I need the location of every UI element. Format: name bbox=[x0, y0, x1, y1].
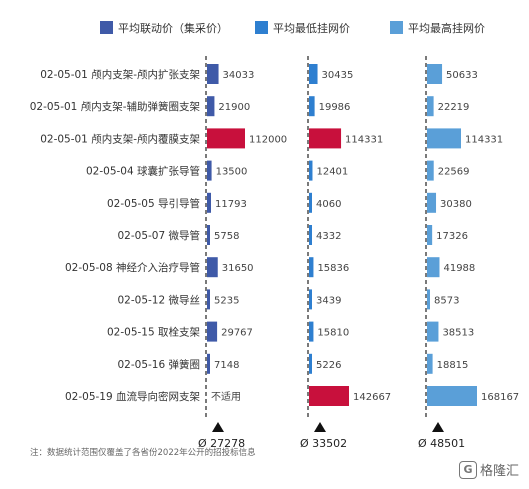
data-label: 22219 bbox=[438, 102, 470, 113]
bar bbox=[427, 353, 433, 374]
category-label: 02-05-19 血流导向密网支架 bbox=[65, 390, 200, 403]
bar bbox=[207, 353, 210, 374]
data-label: 4060 bbox=[316, 199, 341, 210]
bar bbox=[207, 225, 210, 245]
data-label: 11793 bbox=[215, 199, 247, 210]
data-label: 30435 bbox=[322, 70, 354, 81]
bar bbox=[309, 192, 312, 213]
data-label: 22569 bbox=[438, 167, 470, 178]
data-label: 21900 bbox=[218, 102, 250, 113]
data-label: 41988 bbox=[443, 263, 475, 274]
data-label: 114331 bbox=[345, 134, 383, 145]
category-label: 02-05-01 颅内支架-颅内扩张支架 bbox=[40, 68, 200, 81]
bar bbox=[207, 289, 210, 310]
data-label: 17326 bbox=[436, 231, 468, 242]
footnote: 注：数据统计范围仅覆盖了各省份2022年公开的招投标信息 bbox=[30, 448, 256, 458]
category-label: 02-05-07 微导管 bbox=[118, 229, 201, 242]
series-average-label: Ø 27278 bbox=[198, 437, 245, 450]
data-label: 3439 bbox=[316, 295, 341, 306]
legend-label-2: 平均最低挂网价 bbox=[273, 21, 350, 35]
data-label: 8573 bbox=[434, 295, 459, 306]
bar bbox=[427, 225, 433, 245]
category-label: 02-05-08 神经介入治疗导管 bbox=[65, 261, 200, 274]
data-label: 5235 bbox=[214, 295, 239, 306]
chart-labels: 02-05-01 颅内支架-颅内扩张支架 02-05-01 颅内支架-辅助弹簧圈支… bbox=[30, 68, 519, 450]
data-label: 15836 bbox=[317, 263, 349, 274]
data-label: 50633 bbox=[446, 70, 478, 81]
data-label: 142667 bbox=[353, 392, 391, 403]
brand-watermark: G 格隆汇 bbox=[459, 460, 519, 479]
bar bbox=[427, 64, 443, 84]
data-label: 5226 bbox=[316, 360, 341, 371]
chart-axes bbox=[205, 56, 444, 432]
category-label: 02-05-01 颅内支架-辅助弹簧圈支架 bbox=[30, 100, 201, 113]
legend-swatch-1 bbox=[100, 21, 113, 34]
average-marker-icon bbox=[314, 422, 326, 432]
bar bbox=[207, 160, 212, 181]
bar bbox=[309, 353, 312, 374]
chart-bars bbox=[207, 64, 477, 406]
bar bbox=[427, 289, 430, 310]
data-label: 15810 bbox=[317, 328, 349, 339]
series-average-label: Ø 48501 bbox=[418, 437, 465, 450]
bar bbox=[207, 192, 212, 213]
series-average-label: Ø 33502 bbox=[300, 437, 347, 450]
bar bbox=[427, 192, 437, 213]
category-label: 02-05-01 颅内支架-颅内覆膜支架 bbox=[40, 132, 200, 145]
legend-swatch-3 bbox=[390, 21, 403, 34]
data-label: 31650 bbox=[222, 263, 254, 274]
data-label: 12401 bbox=[316, 167, 348, 178]
bar bbox=[309, 289, 312, 310]
bar bbox=[207, 96, 215, 117]
category-label: 02-05-05 导引导管 bbox=[107, 197, 200, 210]
data-label: 13500 bbox=[216, 167, 248, 178]
data-label: 112000 bbox=[249, 134, 287, 145]
data-label: 4332 bbox=[316, 231, 341, 242]
data-label: 19986 bbox=[319, 102, 351, 113]
bar bbox=[309, 257, 314, 278]
bar bbox=[309, 128, 342, 149]
bar bbox=[207, 64, 219, 84]
data-label: 18815 bbox=[437, 360, 469, 371]
bar bbox=[427, 96, 434, 117]
bar bbox=[207, 321, 218, 342]
data-label: 7148 bbox=[214, 360, 239, 371]
data-label: 114331 bbox=[465, 134, 503, 145]
category-label: 02-05-16 弹簧圈 bbox=[118, 358, 201, 371]
bar bbox=[309, 64, 318, 84]
legend-swatch-2 bbox=[255, 21, 268, 34]
data-label: 29767 bbox=[221, 328, 253, 339]
bar bbox=[427, 257, 440, 278]
bar bbox=[309, 386, 349, 406]
chart-legend: 平均联动价（集采价） 平均最低挂网价 平均最高挂网价 bbox=[100, 21, 485, 35]
bar bbox=[309, 321, 314, 342]
average-marker-icon bbox=[212, 422, 224, 432]
bar bbox=[309, 96, 315, 117]
data-label: 168167 bbox=[481, 392, 519, 403]
average-marker-icon bbox=[432, 422, 444, 432]
data-label: 30380 bbox=[440, 199, 472, 210]
legend-label-3: 平均最高挂网价 bbox=[408, 21, 485, 35]
brand-name: 格隆汇 bbox=[480, 464, 520, 479]
data-label: 不适用 bbox=[211, 391, 241, 403]
bar bbox=[427, 321, 439, 342]
bar bbox=[427, 128, 461, 149]
bar bbox=[207, 128, 245, 149]
category-label: 02-05-12 微导丝 bbox=[118, 293, 201, 306]
legend-label-1: 平均联动价（集采价） bbox=[118, 21, 228, 35]
bar bbox=[309, 225, 312, 245]
bar bbox=[207, 257, 218, 278]
bar bbox=[427, 160, 434, 181]
category-label: 02-05-04 球囊扩张导管 bbox=[86, 165, 200, 178]
data-label: 38513 bbox=[442, 328, 474, 339]
data-label: 34033 bbox=[223, 70, 255, 81]
category-label: 02-05-15 取栓支架 bbox=[107, 326, 200, 339]
brand-logo-icon: G bbox=[459, 460, 477, 479]
bar bbox=[427, 386, 477, 406]
bar bbox=[309, 160, 313, 181]
data-label: 5758 bbox=[214, 231, 239, 242]
